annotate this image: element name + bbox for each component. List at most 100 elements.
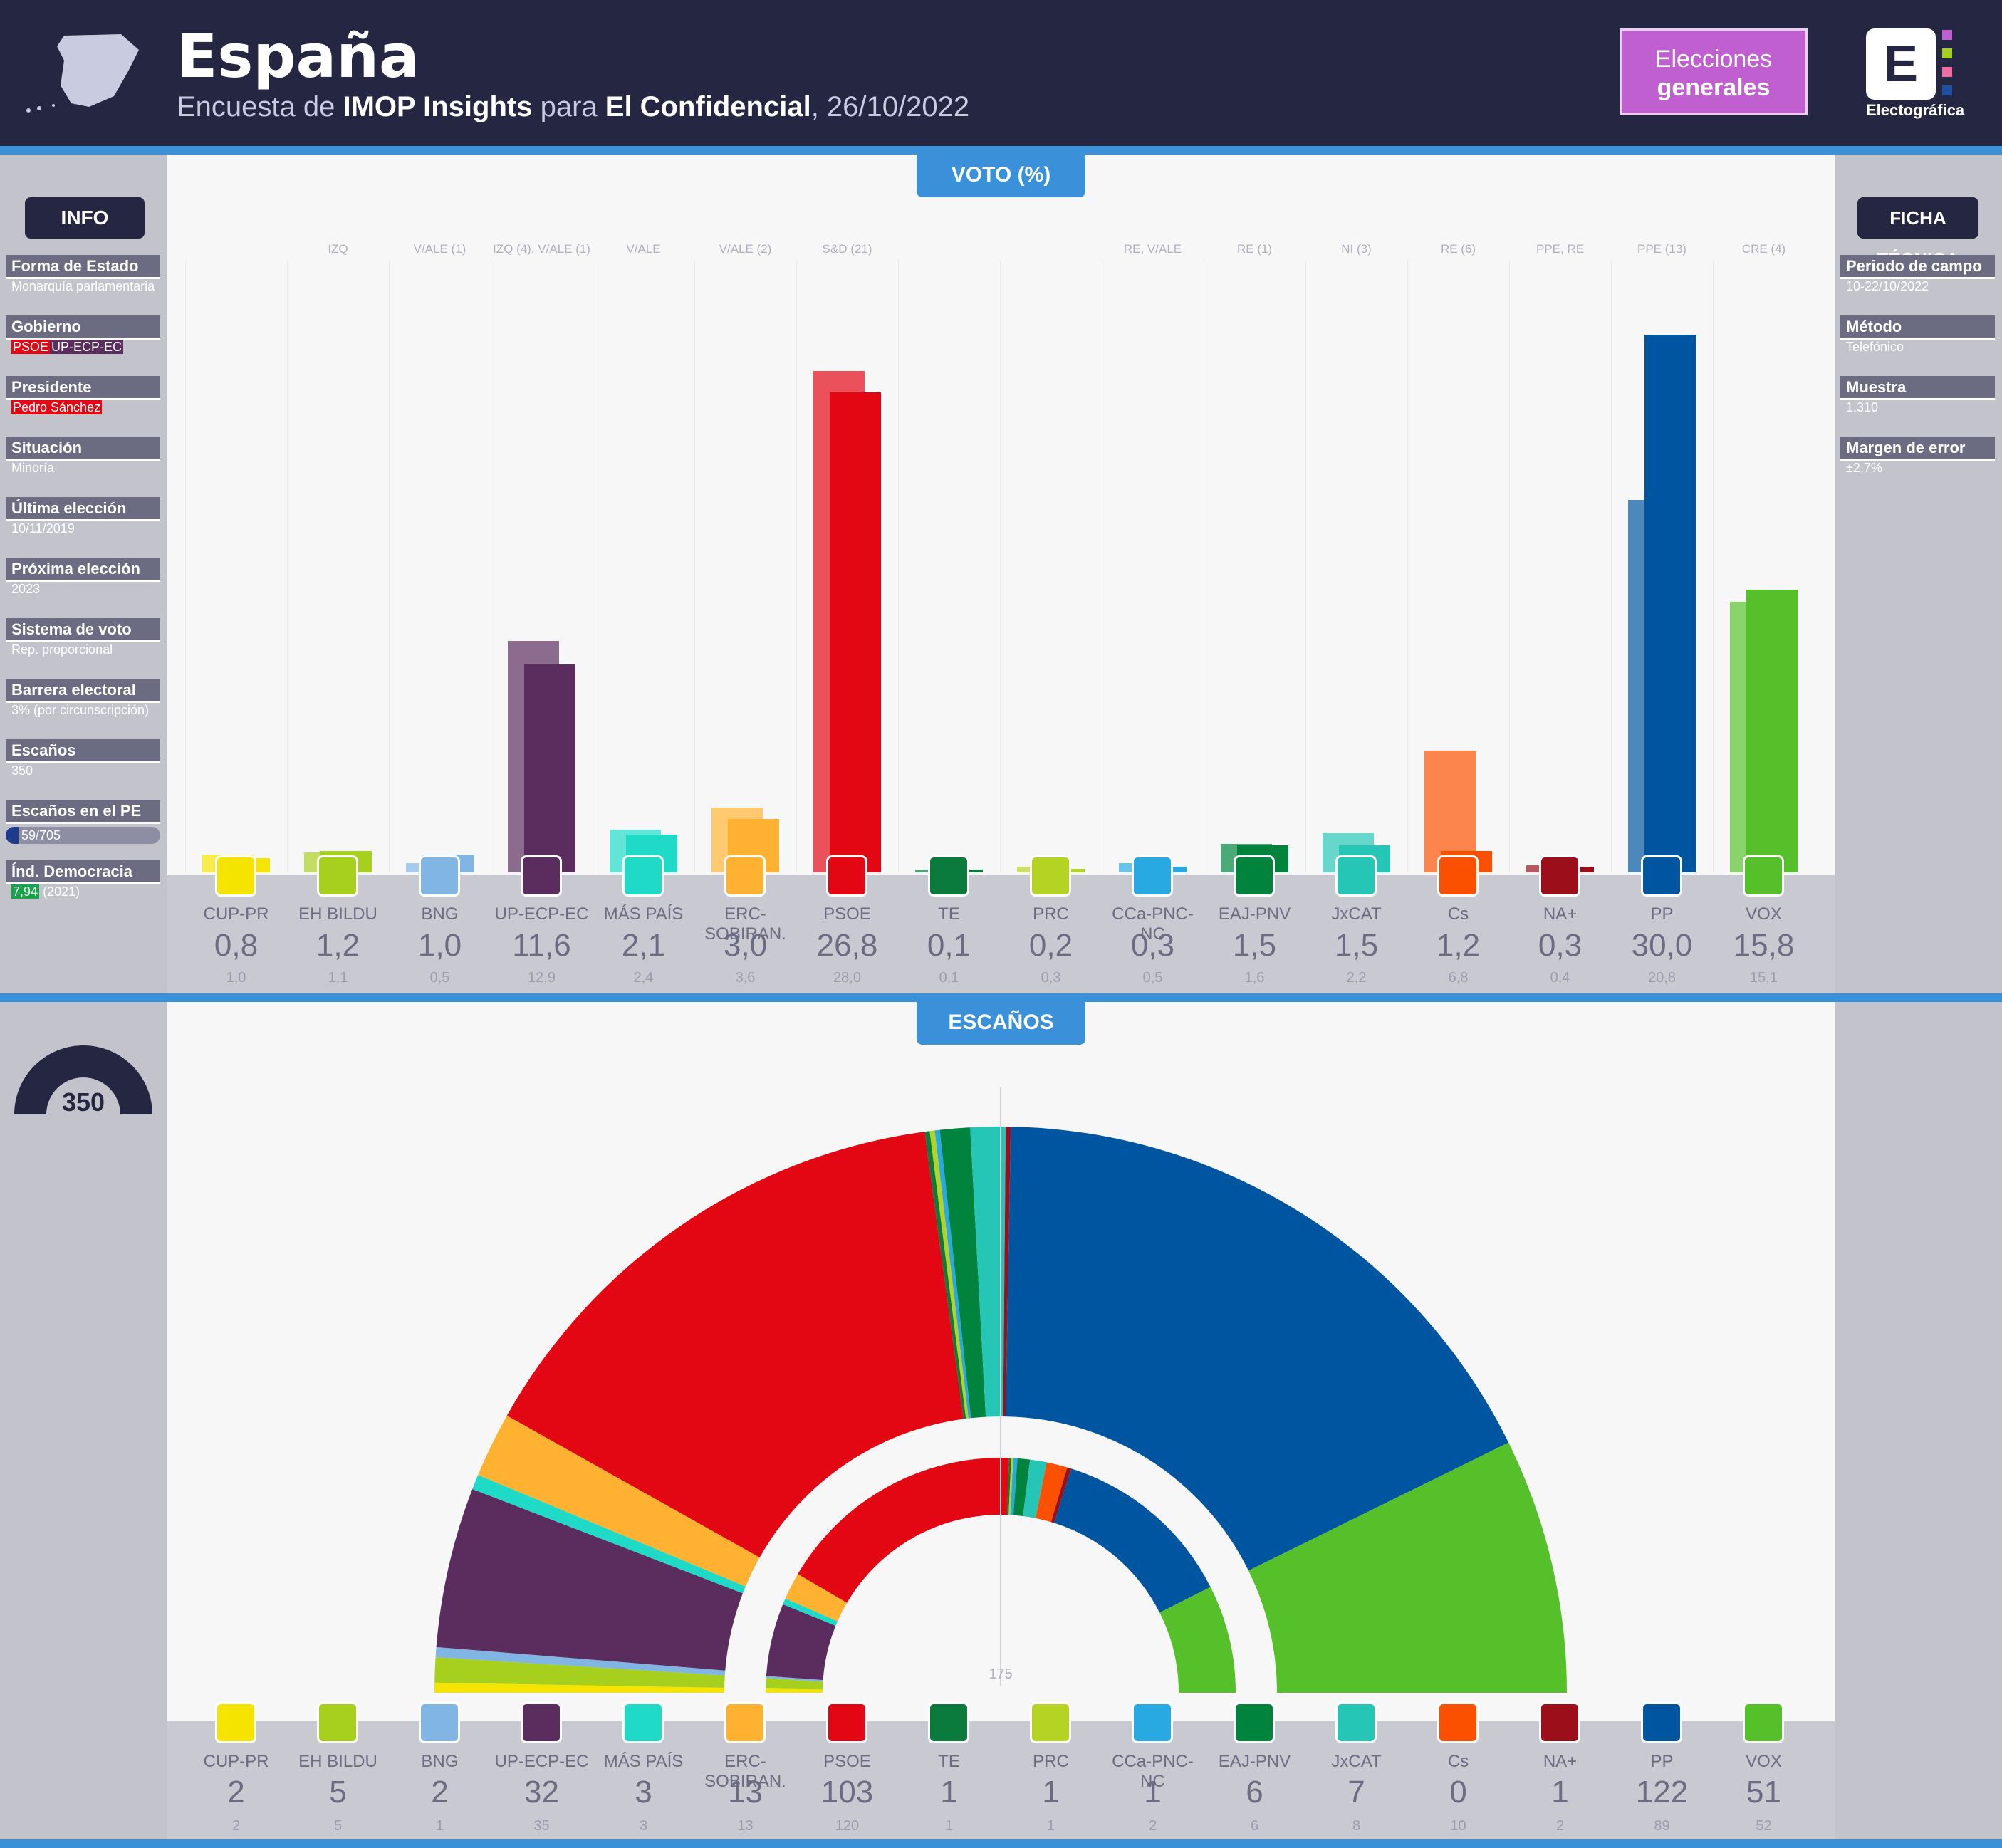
bar-current xyxy=(1746,589,1798,872)
seat-arc-current xyxy=(1005,1127,1509,1571)
party-logo-icon xyxy=(521,855,562,897)
seat-arc-previous xyxy=(1006,1458,1011,1515)
seat-previous-label: 89 xyxy=(1654,1818,1670,1834)
party-logo-icon xyxy=(317,855,358,897)
vote-previous-label: 3,6 xyxy=(735,970,756,986)
seat-value-label: 51 xyxy=(1746,1775,1781,1810)
ep-group-label: RE, V/ALE xyxy=(1123,242,1182,256)
page-title: España xyxy=(177,21,419,91)
party-label: NA+ xyxy=(1543,904,1578,924)
seat-arc-current xyxy=(506,1132,964,1558)
party-logo-icon xyxy=(826,1702,867,1743)
party-logo-icon xyxy=(1335,1702,1377,1743)
ep-group-label: PPE (13) xyxy=(1637,242,1686,256)
seat-arc-previous xyxy=(1036,1462,1068,1523)
bar-current xyxy=(1644,335,1696,872)
party-logo-icon xyxy=(622,1702,664,1743)
seat-previous-label: 52 xyxy=(1756,1818,1772,1834)
party-logo-icon xyxy=(215,855,256,897)
vote-value-label: 0,3 xyxy=(1538,928,1583,963)
party-logo-icon xyxy=(1539,855,1580,897)
seat-value-label: 2 xyxy=(227,1775,245,1810)
seat-previous-label: 1 xyxy=(1046,1818,1055,1834)
ep-group-label: V/ALE (2) xyxy=(719,242,772,256)
party-logo-icon xyxy=(1437,855,1479,897)
party-label: Cs xyxy=(1447,904,1469,924)
party-logo-icon xyxy=(1743,1702,1784,1743)
vote-value-label: 1,5 xyxy=(1232,928,1277,963)
seat-arc-current xyxy=(472,1475,746,1594)
party-logo-icon xyxy=(724,1702,766,1743)
party-label: Cs xyxy=(1447,1752,1469,1771)
seat-arc-current xyxy=(934,1129,971,1419)
seats-total-label: 350 xyxy=(62,1087,105,1117)
vote-previous-label: 1,1 xyxy=(328,970,348,986)
ep-group-label: IZQ xyxy=(328,242,348,256)
seat-value-label: 1 xyxy=(1144,1775,1162,1810)
seat-value-label: 2 xyxy=(431,1775,449,1810)
grid-line xyxy=(1611,260,1612,872)
party-label: PRC xyxy=(1033,1752,1069,1771)
seat-arc-previous xyxy=(798,1458,1009,1603)
party-label: BNG xyxy=(421,904,459,924)
seat-arc-current xyxy=(435,1646,726,1676)
party-label: TE xyxy=(938,904,960,924)
seat-arc-previous xyxy=(1010,1458,1018,1515)
vote-previous-label: 2,2 xyxy=(1346,970,1367,986)
party-logo-icon xyxy=(826,855,867,897)
party-label: PSOE xyxy=(823,904,871,924)
vote-previous-label: 12,9 xyxy=(528,970,556,986)
party-logo-icon xyxy=(1437,1702,1479,1743)
seat-arc-current xyxy=(434,1657,725,1688)
vote-value-label: 3,0 xyxy=(723,928,768,963)
seat-previous-label: 5 xyxy=(333,1818,343,1834)
seats-left-panel xyxy=(0,1002,167,1839)
party-logo-icon xyxy=(1539,1702,1580,1743)
seat-previous-label: 6 xyxy=(1250,1818,1259,1834)
seat-previous-label: 10 xyxy=(1450,1818,1466,1834)
ep-group-label: CRE (4) xyxy=(1741,242,1786,256)
electografica-logo: E xyxy=(1866,28,1936,100)
grid-line xyxy=(1509,260,1510,872)
seat-arc-previous xyxy=(1050,1467,1072,1523)
ficha-heading: FICHA TÉCNICA xyxy=(1857,197,1978,270)
vote-section-tag: VOTO (%) xyxy=(917,155,1085,197)
vote-previous-label: 1,0 xyxy=(226,970,246,986)
election-type-badge: Elecciones generales xyxy=(1620,28,1808,115)
vote-previous-label: 0,1 xyxy=(939,970,959,986)
party-label: EAJ-PNV xyxy=(1218,1752,1291,1771)
grid-line xyxy=(185,260,186,872)
seat-arc-previous xyxy=(766,1604,836,1681)
seat-previous-label: 8 xyxy=(1352,1818,1361,1834)
ep-group-label: V/ALE xyxy=(626,242,661,256)
seat-previous-label: 120 xyxy=(835,1818,860,1834)
vote-value-label: 0,8 xyxy=(214,928,259,963)
party-label: EH BILDU xyxy=(298,1752,377,1771)
vote-value-label: 11,6 xyxy=(512,928,571,963)
seat-arc-previous xyxy=(1023,1459,1047,1518)
vote-previous-label: 28,0 xyxy=(833,970,861,986)
party-logo-icon xyxy=(1641,855,1682,897)
seat-arc-previous xyxy=(1054,1468,1211,1613)
party-logo-icon xyxy=(1030,1702,1071,1743)
party-label: JxCAT xyxy=(1331,904,1382,924)
party-logo-icon xyxy=(622,855,664,897)
party-label: MÁS PAÍS xyxy=(603,1752,684,1771)
seat-arc-previous xyxy=(1013,1458,1031,1516)
vote-previous-label: 1,6 xyxy=(1244,970,1265,986)
party-label: VOX xyxy=(1746,1752,1782,1771)
vote-value-label: 1,5 xyxy=(1334,928,1379,963)
seat-value-label: 103 xyxy=(820,1775,874,1810)
ep-group-label: V/ALE (1) xyxy=(413,242,466,256)
seat-value-label: 6 xyxy=(1246,1775,1263,1810)
vote-previous-label: 15,1 xyxy=(1750,970,1778,986)
seat-arc-previous xyxy=(766,1676,823,1682)
seats-right-panel xyxy=(1835,1002,2002,1839)
party-label: TE xyxy=(938,1752,960,1771)
seat-previous-label: 35 xyxy=(533,1818,550,1834)
seat-arc-current xyxy=(434,1682,725,1693)
party-label: PSOE xyxy=(823,1752,871,1771)
seat-value-label: 1 xyxy=(1551,1775,1569,1810)
party-label: UP-ECP-EC xyxy=(494,904,589,924)
grid-line xyxy=(1713,260,1714,872)
